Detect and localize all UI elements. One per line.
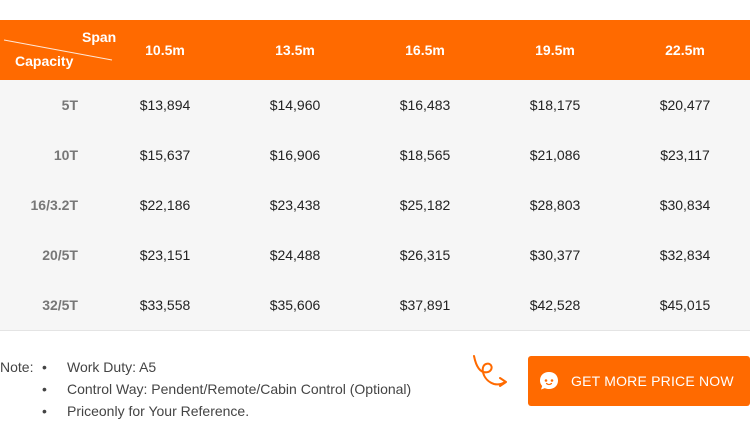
cta-label: GET MORE PRICE NOW	[571, 373, 734, 389]
bullet: •	[42, 403, 47, 419]
note-list: • Work Duty: A5 • Control Way: Pendent/R…	[42, 359, 411, 425]
price-cell: $30,377	[529, 247, 581, 263]
chat-bubble-icon	[540, 372, 558, 390]
span-header: 19.5m	[535, 42, 575, 58]
capacity-cell: 16/3.2T	[30, 197, 78, 213]
price-table: Span Capacity 10.5m 13.5m 16.5m 19.5m 22…	[0, 20, 750, 330]
get-more-price-button[interactable]: GET MORE PRICE NOW	[528, 356, 750, 406]
price-cell: $45,015	[659, 297, 711, 313]
price-cell: $30,834	[659, 197, 711, 213]
bullet: •	[42, 381, 47, 397]
capacity-header-label: Capacity	[15, 53, 74, 69]
price-cell: $14,960	[269, 97, 321, 113]
bullet: •	[42, 359, 47, 375]
note-item: • Priceonly for Your Reference.	[42, 403, 411, 425]
span-header: 13.5m	[275, 42, 315, 58]
span-header-label: Span	[82, 29, 117, 45]
diagonal-divider	[3, 39, 113, 61]
note-text: Priceonly for Your Reference.	[67, 403, 250, 419]
note-item: • Work Duty: A5	[42, 359, 411, 381]
capacity-cell: 5T	[61, 97, 78, 113]
price-cell: $42,528	[529, 297, 581, 313]
price-cell: $16,906	[269, 147, 321, 163]
table-divider	[0, 330, 750, 331]
span-header: 10.5m	[145, 42, 185, 58]
price-cell: $20,477	[659, 97, 711, 113]
span-header: 22.5m	[665, 42, 705, 58]
note-text: Work Duty: A5	[67, 359, 157, 375]
price-cell: $37,891	[399, 297, 451, 313]
curved-arrow-icon	[473, 355, 507, 387]
price-cell: $28,803	[529, 197, 581, 213]
price-cell: $35,606	[269, 297, 321, 313]
price-cell: $26,315	[399, 247, 451, 263]
price-cell: $25,182	[399, 197, 451, 213]
header-corner-cell: Span Capacity	[0, 20, 116, 80]
price-cell: $13,894	[139, 97, 191, 113]
price-cell: $23,117	[660, 147, 710, 163]
price-cell: $15,637	[139, 147, 191, 163]
price-cell: $18,175	[529, 97, 581, 113]
price-cell: $16,483	[399, 97, 451, 113]
price-cell: $33,558	[139, 297, 191, 313]
price-cell: $18,565	[399, 147, 451, 163]
capacity-cell: 32/5T	[42, 297, 78, 313]
table-header-row: Span Capacity 10.5m 13.5m 16.5m 19.5m 22…	[0, 20, 750, 80]
capacity-cell: 10T	[53, 147, 78, 163]
table-row: 16/3.2T $22,186 $23,438 $25,182 $28,803 …	[0, 180, 750, 230]
table-row: 32/5T $33,558 $35,606 $37,891 $42,528 $4…	[0, 280, 750, 330]
note-label: Note:	[0, 359, 34, 375]
capacity-cell: 20/5T	[42, 247, 78, 263]
note-text: Control Way: Pendent/Remote/Cabin Contro…	[67, 381, 412, 397]
price-cell: $21,086	[529, 147, 581, 163]
table-row: 10T $15,637 $16,906 $18,565 $21,086 $23,…	[0, 130, 750, 180]
price-cell: $23,438	[269, 197, 321, 213]
span-header: 16.5m	[405, 42, 445, 58]
table-row: 5T $13,894 $14,960 $16,483 $18,175 $20,4…	[0, 80, 750, 130]
price-cell: $24,488	[269, 247, 321, 263]
price-cell: $32,834	[659, 247, 711, 263]
price-cell: $23,151	[139, 247, 191, 263]
note-item: • Control Way: Pendent/Remote/Cabin Cont…	[42, 381, 411, 403]
price-cell: $22,186	[139, 197, 191, 213]
table-row: 20/5T $23,151 $24,488 $26,315 $30,377 $3…	[0, 230, 750, 280]
